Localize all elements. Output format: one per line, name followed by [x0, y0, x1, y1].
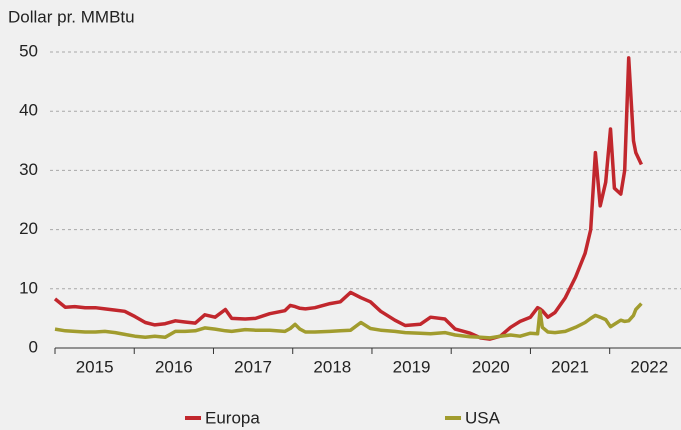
- x-tick-label: 2022: [630, 357, 668, 376]
- x-tick-label: 2015: [76, 357, 114, 376]
- y-tick-label: 10: [19, 278, 38, 297]
- legend-label: Europa: [205, 408, 260, 427]
- x-tick-label: 2021: [551, 357, 589, 376]
- x-tick-label: 2019: [393, 357, 431, 376]
- y-tick-label: 0: [29, 337, 38, 356]
- x-tick-label: 2016: [155, 357, 193, 376]
- line: [53, 56, 643, 341]
- y-axis-label: Dollar pr. MMBtu: [8, 7, 135, 26]
- line: [54, 302, 643, 340]
- y-tick-label: 20: [19, 219, 38, 238]
- x-tick-label: 2020: [472, 357, 510, 376]
- y-tick-label: 30: [19, 160, 38, 179]
- y-tick-label: 40: [19, 101, 38, 120]
- x-tick-label: 2018: [313, 357, 351, 376]
- x-tick-label: 2017: [234, 357, 272, 376]
- y-tick-label: 50: [19, 41, 38, 60]
- legend-label: USA: [465, 408, 501, 427]
